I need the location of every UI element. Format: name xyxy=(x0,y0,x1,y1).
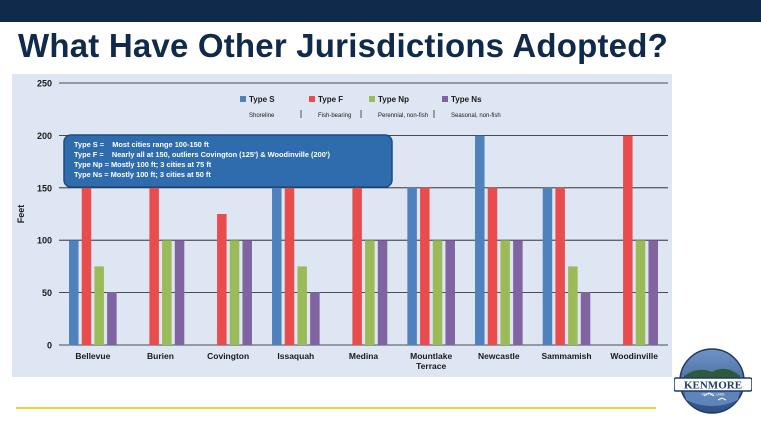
legend-sublabel: Fish-bearing xyxy=(318,113,351,119)
x-tick-label: Issaquah xyxy=(277,351,314,361)
bar-type-f xyxy=(623,135,633,345)
y-tick-label: 50 xyxy=(42,288,52,298)
bar-type-ns xyxy=(445,240,455,345)
bar-type-f xyxy=(352,187,362,345)
bar-type-f xyxy=(284,187,295,345)
bar-type-ns xyxy=(648,240,658,345)
bar-type-np xyxy=(229,240,240,345)
bar-type-f xyxy=(555,187,565,345)
legend-label: Type S xyxy=(249,95,275,104)
accent-line xyxy=(16,407,656,409)
logo-wordmark: KENMORE xyxy=(684,380,742,392)
x-tick-label: Newcastle xyxy=(478,351,520,361)
bar-type-ns xyxy=(174,240,185,345)
bar-type-np xyxy=(568,266,578,345)
bar-type-f xyxy=(487,187,498,345)
legend-label: Type F xyxy=(318,95,343,104)
bar-type-f xyxy=(149,187,159,345)
y-axis-label: Feet xyxy=(16,205,26,224)
page-title: What Have Other Jurisdictions Adopted? xyxy=(18,27,668,64)
y-tick-label: 150 xyxy=(37,183,52,193)
bar-type-f xyxy=(217,214,227,345)
legend-swatch xyxy=(442,96,448,102)
bar-type-ns xyxy=(513,240,523,345)
bar-type-np xyxy=(432,240,443,345)
bar-type-s xyxy=(407,187,417,345)
bar-type-f xyxy=(420,187,430,345)
legend-label: Type Np xyxy=(378,95,409,104)
bar-type-ns xyxy=(310,292,320,345)
logo-subtext: ON THE LAKE xyxy=(701,393,725,397)
y-tick-label: 200 xyxy=(37,131,52,141)
header-bar xyxy=(0,0,761,22)
callout-line: Type F = Nearly all at 150, outliers Cov… xyxy=(74,150,331,159)
bar-type-s xyxy=(69,240,79,345)
bar-type-ns xyxy=(242,240,252,345)
bar-type-ns xyxy=(377,240,388,345)
bar-type-np xyxy=(365,240,375,345)
legend-label: Type Ns xyxy=(451,95,482,104)
bar-type-np xyxy=(500,240,510,345)
kenmore-logo: KENMORE ON THE LAKE xyxy=(674,348,752,414)
y-tick-label: 100 xyxy=(37,236,52,246)
legend-sublabel: Seasonal, non-fish xyxy=(451,113,501,119)
bar-type-ns xyxy=(107,292,117,345)
y-tick-label: 0 xyxy=(47,341,52,351)
callout-line: Type S = Most cities range 100-150 ft xyxy=(74,140,209,149)
x-tick-label: Mountlake Terrace xyxy=(410,351,452,371)
bar-type-f xyxy=(81,187,92,345)
x-tick-label: Sammamish xyxy=(541,351,591,361)
callout-line: Type Ns = Mostly 100 ft; 3 cities at 50 … xyxy=(74,170,211,179)
bar-type-np xyxy=(297,266,307,345)
bar-type-s xyxy=(475,135,485,345)
x-tick-label: Covington xyxy=(207,351,249,361)
legend-swatch xyxy=(369,96,375,102)
bar-chart: 0 50 100 150 200 250 Feet Bellevue Burien Covingt… xyxy=(12,74,672,377)
bar-type-np xyxy=(94,266,104,345)
legend-sublabel: Shoreline xyxy=(249,113,275,119)
bar-type-ns xyxy=(580,292,591,345)
legend-swatch xyxy=(240,96,246,102)
x-tick-label: Bellevue xyxy=(75,351,110,361)
legend-sublabel: Perennial, non-fish xyxy=(378,113,428,119)
callout-line: Type Np = Mostly 100 ft; 3 cities at 75 … xyxy=(74,160,212,169)
y-tick-label: 250 xyxy=(37,79,52,89)
bar-type-s xyxy=(272,187,282,345)
x-tick-label: Burien xyxy=(147,351,174,361)
bar-type-np xyxy=(635,240,646,345)
bar-type-s xyxy=(542,187,553,345)
bar-type-np xyxy=(162,240,172,345)
x-tick-label: Medina xyxy=(349,351,379,361)
x-tick-label: Woodinville xyxy=(610,351,658,361)
legend-swatch xyxy=(309,96,315,102)
callout-box xyxy=(63,134,393,188)
